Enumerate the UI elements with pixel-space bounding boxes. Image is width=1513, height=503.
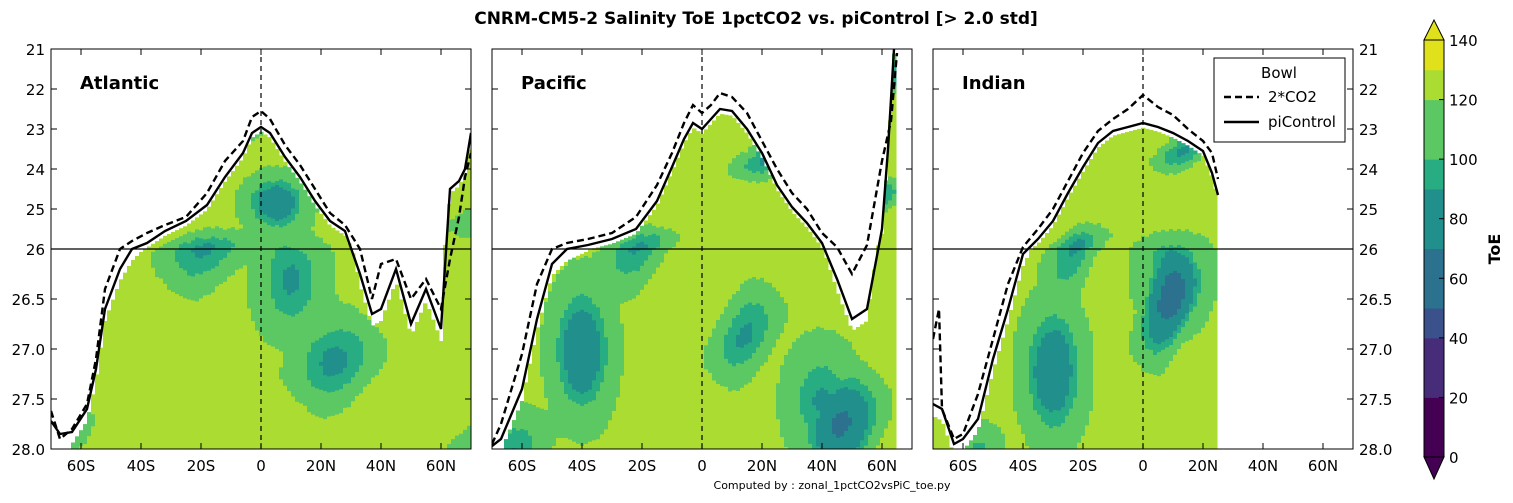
x-tick-label: 60N [426, 457, 456, 475]
x-tick-label: 20N [747, 457, 777, 475]
toe-field-pacific [500, 53, 897, 449]
colorbar-segment [1424, 188, 1444, 220]
panel-label: Indian [962, 73, 1026, 94]
y-tick-label-left: 27.5 [12, 391, 45, 409]
panel-label: Atlantic [80, 73, 159, 94]
panel-label: Pacific [521, 73, 587, 94]
colorbar-segment [1424, 397, 1444, 428]
y-tick-label-left: 24 [26, 161, 45, 179]
toe-field-indian [933, 127, 1218, 449]
x-tick-label: 60S [67, 457, 96, 475]
legend-entry-label: 2*CO2 [1268, 88, 1317, 106]
y-tick-label-left: 22 [26, 81, 45, 99]
x-tick-label: 60N [867, 457, 897, 475]
colorbar-tick-label: 40 [1449, 330, 1468, 348]
figure-title: CNRM-CM5-2 Salinity ToE 1pctCO2 vs. piCo… [474, 9, 1038, 29]
y-tick-label-right: 27.0 [1359, 341, 1392, 359]
colorbar-segment [1424, 159, 1444, 190]
y-tick-label-left: 28.0 [12, 441, 45, 459]
colorbar-frame [1423, 39, 1445, 458]
x-tick-label: 40S [1009, 457, 1038, 475]
y-tick-label-left: 23 [26, 121, 45, 139]
y-tick-label-right: 25 [1359, 201, 1378, 219]
x-tick-label: 40N [807, 457, 837, 475]
y-tick-label-right: 28.0 [1359, 441, 1392, 459]
colorbar-extend-max [1423, 18, 1445, 41]
y-tick-label-left: 26 [26, 241, 45, 259]
y-tick-label-right: 23 [1359, 121, 1378, 139]
panels-group: Atlantic 60S 40S 20S 0 20N 40N 60N Pacific 60S 40S… [12, 41, 1393, 475]
x-tick-label: 40S [127, 457, 156, 475]
colorbar-segment [1424, 248, 1444, 279]
colorbar-segment [1424, 308, 1444, 339]
y-tick-label-left: 21 [26, 41, 45, 59]
panel-pacific: Pacific 60S 40S 20S 0 20N 40N 60N [491, 48, 913, 475]
x-tick-label: 60N [1308, 457, 1338, 475]
bowl-line-picontrol-indian [933, 121, 1220, 446]
colorbar-tick-label: 0 [1449, 449, 1459, 467]
colorbar-segment [1424, 218, 1444, 249]
bowl-line-2co2-indian [933, 93, 1220, 441]
panel-atlantic: Atlantic 60S 40S 20S 0 20N 40N 60N [50, 48, 472, 475]
bowl-line-2co2-pacific [492, 52, 899, 445]
colorbar-segment [1424, 337, 1444, 369]
y-tick-label-right: 26.5 [1359, 291, 1392, 309]
colorbar-tick-label: 100 [1449, 151, 1478, 169]
colorbar-segment [1424, 367, 1444, 398]
x-tick-label: 60S [949, 457, 978, 475]
legend-entry-label: piControl [1268, 113, 1336, 131]
colorbar-tick-label: 60 [1449, 270, 1468, 288]
x-tick-label: 60S [508, 457, 537, 475]
colorbar-segment [1424, 278, 1444, 309]
bowl-line-picontrol-atlantic [51, 125, 471, 436]
bowl-line-2co2-atlantic [51, 109, 471, 442]
legend: Bowl 2*CO2 piControl [1213, 57, 1346, 143]
colorbar-segment [1424, 40, 1444, 71]
x-tick-label: 20S [187, 457, 216, 475]
colorbar-tick-label: 20 [1449, 389, 1468, 407]
x-tick-label: 40N [1248, 457, 1278, 475]
toe-field-atlantic [71, 131, 471, 449]
y-tick-label-left: 26.5 [12, 291, 45, 309]
footer-note: Computed by : zonal_1pctCO2vsPiC_toe.py [714, 479, 951, 492]
legend-title: Bowl [1261, 64, 1297, 82]
y-tick-label-right: 26 [1359, 241, 1378, 259]
colorbar-segment [1424, 69, 1444, 101]
x-tick-label: 40S [568, 457, 597, 475]
x-tick-label: 20N [306, 457, 336, 475]
x-tick-label: 0 [256, 457, 266, 475]
colorbar-segment [1424, 99, 1444, 130]
bowl-line-picontrol-pacific [492, 49, 896, 447]
x-tick-label: 20S [628, 457, 657, 475]
colorbar-segment [1424, 129, 1444, 160]
y-tick-label-left: 25 [26, 201, 45, 219]
y-tick-label-right: 21 [1359, 41, 1378, 59]
y-tick-label-left: 27.0 [12, 341, 45, 359]
colorbar-label: ToE [1485, 234, 1504, 265]
y-tick-label-right: 27.5 [1359, 391, 1392, 409]
x-tick-label: 40N [366, 457, 396, 475]
panel-indian: Indian 60S 40S 20S 0 20N 40N 60N [932, 48, 1354, 475]
x-tick-label: 0 [697, 457, 707, 475]
colorbar-tick-label: 140 [1449, 32, 1478, 50]
colorbar-segment [1424, 427, 1444, 458]
colorbar-extend-min [1423, 456, 1445, 481]
colorbar-tick-label: 120 [1449, 92, 1478, 110]
x-tick-label: 20N [1188, 457, 1218, 475]
y-tick-label-right: 22 [1359, 81, 1378, 99]
x-tick-label: 0 [1138, 457, 1148, 475]
colorbar-tick-label: 80 [1449, 211, 1468, 229]
colorbar: 0 20 40 60 80 100 120 140 ToE [1423, 18, 1504, 481]
x-tick-label: 20S [1069, 457, 1098, 475]
y-tick-label-right: 24 [1359, 161, 1378, 179]
